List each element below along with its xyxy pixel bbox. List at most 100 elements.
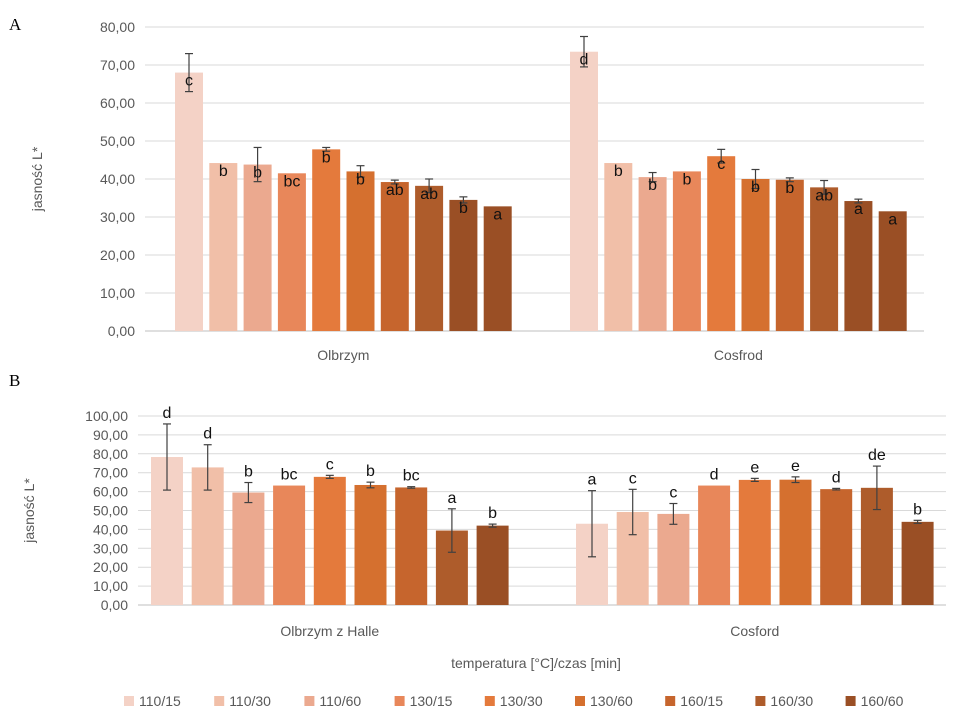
significance-label: b [322, 149, 331, 166]
bar [273, 485, 306, 605]
bar [449, 199, 478, 331]
y-tick-label: 0,00 [108, 323, 135, 339]
category-label: Cosford [730, 623, 779, 639]
bar [820, 489, 853, 605]
bar [209, 163, 238, 331]
legend-swatch [124, 696, 134, 706]
significance-label: c [185, 73, 193, 90]
legend-label: 110/30 [229, 693, 271, 709]
significance-label: b [219, 163, 228, 180]
significance-label: b [356, 171, 365, 188]
significance-label: de [868, 447, 886, 464]
y-tick-label: 50,00 [93, 503, 128, 519]
chart-panel-a: 0,00 10,00 20,00 30,00 40,00 50,00 60,00 70,00 8… [29, 19, 924, 363]
significance-label: bc [283, 173, 300, 190]
significance-label: bc [281, 467, 298, 484]
bar [775, 179, 804, 331]
category-label: Olbrzym [317, 347, 369, 363]
significance-label: b [614, 163, 623, 180]
significance-label: b [488, 505, 497, 522]
panel-letter-a: A [9, 15, 22, 34]
legend-label: 110/15 [139, 693, 181, 709]
y-tick-label: 70,00 [100, 57, 135, 73]
bar [779, 479, 812, 605]
bar [810, 187, 839, 331]
y-tick-label: 80,00 [93, 446, 128, 462]
significance-label: c [326, 456, 334, 473]
bar [698, 485, 731, 605]
y-tick-label: 10,00 [100, 285, 135, 301]
category-label: Cosfrod [714, 347, 763, 363]
legend-swatch [665, 696, 676, 706]
legend-label: 130/15 [410, 693, 453, 709]
significance-label: ab [386, 182, 404, 199]
bar [483, 206, 512, 331]
significance-label: c [629, 470, 637, 487]
legend-label: 160/30 [770, 693, 813, 709]
y-tick-label: 40,00 [93, 521, 128, 537]
bar [738, 479, 771, 605]
y-tick-label: 50,00 [100, 133, 135, 149]
bar [672, 171, 701, 331]
bar [476, 525, 509, 605]
bar [313, 476, 346, 605]
significance-label: a [493, 206, 502, 223]
significance-label: d [580, 52, 589, 69]
legend: 110/15 110/30 110/60 130/15 130/30 130/60 160/… [124, 693, 904, 709]
bar [901, 521, 934, 605]
bar [277, 173, 306, 331]
bar [312, 149, 341, 331]
y-tick-label: 100,00 [85, 408, 128, 424]
x-axis-title: temperatura [°C]/czas [min] [451, 655, 621, 671]
bar [638, 177, 667, 331]
chart-panel-b: 0,00 10,00 20,00 30,00 40,00 50,00 60,00 70,00 8… [21, 405, 946, 639]
significance-label: ab [815, 187, 833, 204]
significance-label: b [682, 171, 691, 188]
y-tick-label: 80,00 [100, 19, 135, 35]
legend-label: 160/60 [861, 693, 904, 709]
category-label: Olbrzym z Halle [280, 623, 379, 639]
significance-label: ab [420, 186, 438, 203]
significance-label: b [253, 165, 262, 182]
significance-label: d [710, 467, 719, 484]
legend-swatch [304, 696, 315, 706]
bar [657, 513, 690, 605]
y-axis-title: jasność L* [29, 146, 45, 212]
y-tick-label: 10,00 [93, 578, 128, 594]
legend-label: 160/15 [680, 693, 723, 709]
y-tick-label: 40,00 [100, 171, 135, 187]
significance-label: b [648, 177, 657, 194]
significance-label: b [244, 464, 253, 481]
y-tick-label: 0,00 [101, 597, 128, 613]
significance-label: b [785, 180, 794, 197]
significance-label: d [203, 426, 212, 443]
bar [380, 182, 409, 331]
bar [604, 163, 633, 331]
bar [415, 185, 444, 331]
significance-label: c [669, 485, 677, 502]
significance-label: e [791, 458, 800, 475]
bar [346, 171, 375, 331]
bar [243, 164, 272, 331]
y-tick-label: 20,00 [93, 559, 128, 575]
legend-label: 130/30 [500, 693, 543, 709]
y-tick-label: 70,00 [93, 465, 128, 481]
bar [707, 156, 736, 331]
bar [232, 492, 265, 605]
significance-label: a [588, 472, 597, 489]
significance-label: b [913, 501, 922, 518]
y-tick-label: 30,00 [93, 540, 128, 556]
significance-label: b [751, 179, 760, 196]
bar [395, 487, 428, 605]
significance-label: a [888, 211, 897, 228]
significance-label: b [366, 463, 375, 480]
legend-swatch [394, 696, 405, 706]
significance-label: a [447, 490, 456, 507]
bar [570, 51, 598, 331]
significance-label: e [750, 459, 759, 476]
bar [878, 211, 907, 331]
significance-label: d [832, 469, 841, 486]
bar [741, 179, 770, 331]
significance-label: a [854, 201, 863, 218]
